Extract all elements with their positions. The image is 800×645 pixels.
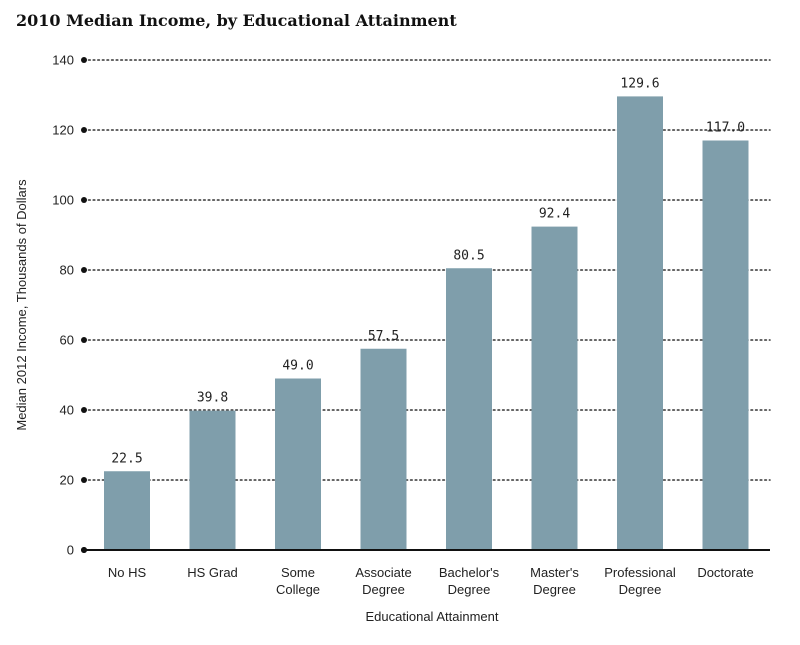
y-tick-label: 60 [60,333,74,348]
y-tick-dot [81,547,87,553]
y-tick-dot [81,127,87,133]
data-label: 129.6 [620,76,659,91]
y-tick-dot [81,337,87,343]
y-tick-label: 80 [60,263,74,278]
x-tick-label: Doctorate [697,565,753,580]
x-tick-label: Professional [604,565,676,580]
x-tick-label: Degree [533,582,576,597]
bar [446,268,492,550]
y-tick-label: 120 [52,123,74,138]
x-tick-label: Some [281,565,315,580]
bar [275,378,321,550]
x-axis-title: Educational Attainment [366,609,499,624]
data-label: 92.4 [539,207,570,222]
chart-title: 2010 Median Income, by Educational Attai… [16,11,457,30]
bar [104,471,150,550]
bar [189,410,236,550]
bar [360,348,407,550]
data-label: 117.0 [706,121,745,136]
y-tick-dot [81,407,87,413]
y-tick-label: 40 [60,403,74,418]
x-tick-label: College [276,582,320,597]
y-tick-dot [81,197,87,203]
x-tick-label: HS Grad [187,565,238,580]
bar [531,226,578,550]
data-label: 80.5 [453,248,484,263]
y-tick-label: 140 [52,53,74,68]
bar [617,96,663,551]
y-tick-dot [81,57,87,63]
data-label: 39.8 [197,391,228,406]
y-tick-dot [81,477,87,483]
x-tick-label: Master's [530,565,579,580]
x-tick-label: Associate [355,565,411,580]
x-tick-label: No HS [108,565,147,580]
x-tick-label: Degree [619,582,662,597]
data-label: 22.5 [111,451,142,466]
y-axis-title: Median 2012 Income, Thousands of Dollars [14,179,29,431]
y-tick-label: 100 [52,193,74,208]
y-tick-dot [81,267,87,273]
x-tick-label: Degree [448,582,491,597]
data-label: 57.5 [368,329,399,344]
x-tick-label: Bachelor's [439,565,500,580]
y-tick-label: 0 [67,543,74,558]
y-tick-label: 20 [60,473,74,488]
bar [702,140,749,550]
x-tick-label: Degree [362,582,405,597]
data-label: 49.0 [282,359,313,374]
